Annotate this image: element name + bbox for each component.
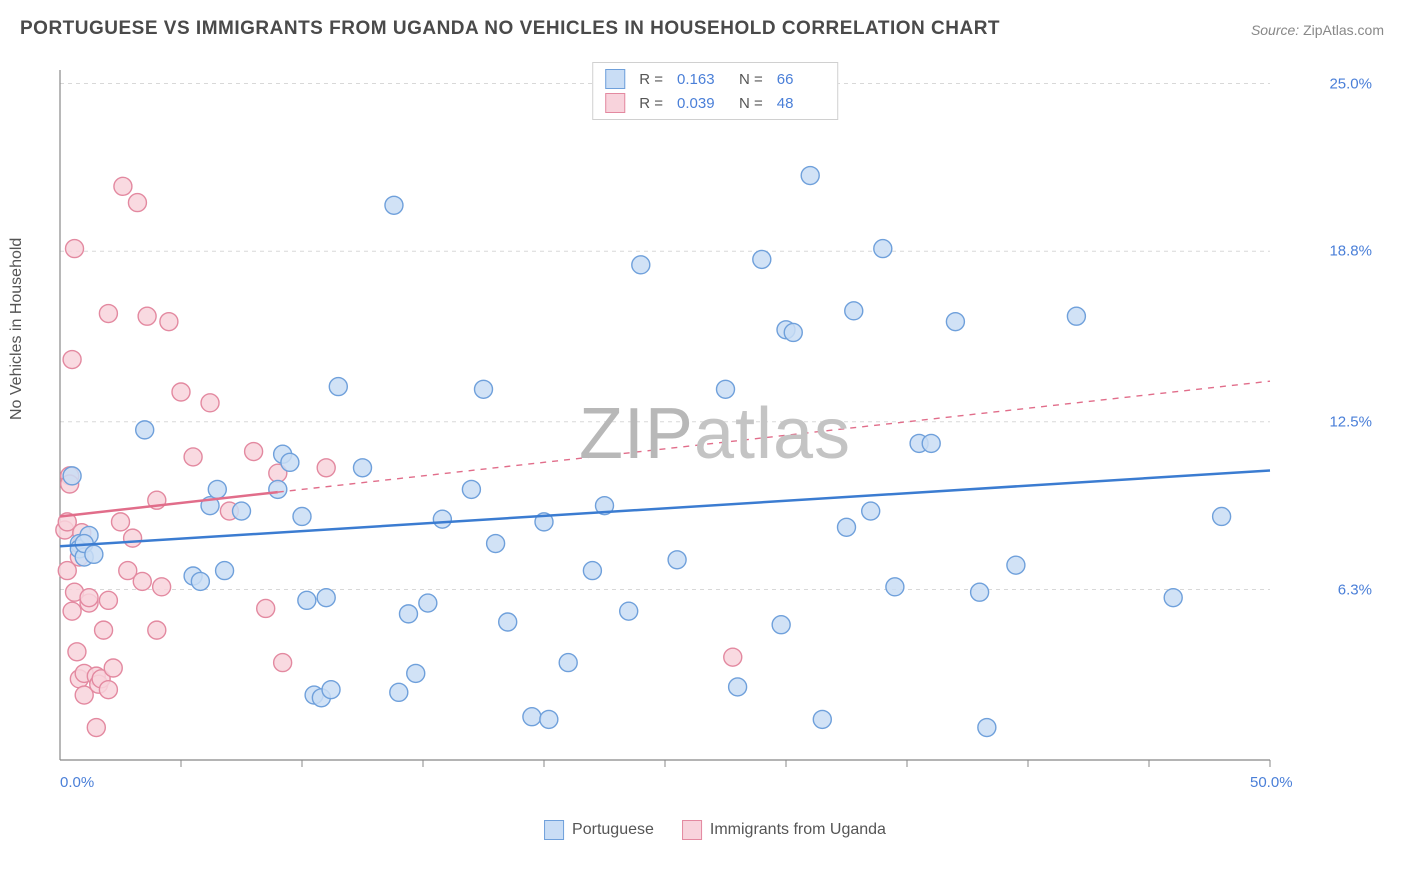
y-tick-label: 25.0% [1329,75,1372,92]
source-attribution: Source: ZipAtlas.com [1251,22,1384,38]
legend-swatch-0 [605,69,625,89]
legend-item-0: Portuguese [544,820,654,840]
x-tick-label: 0.0% [60,774,94,791]
legend-bottom-swatch-1 [682,820,702,840]
legend-n-label-1: N = [739,95,763,112]
legend-bottom-label-1: Immigrants from Uganda [710,821,886,839]
legend-n-value-0: 66 [777,71,825,88]
legend-r-value-0: 0.163 [677,71,725,88]
legend-item-1: Immigrants from Uganda [682,820,886,840]
y-tick-label: 18.8% [1329,243,1372,260]
legend-r-label-0: R = [639,71,663,88]
x-tick-label: 50.0% [1250,774,1293,791]
legend-series: Portuguese Immigrants from Uganda [544,820,886,840]
legend-r-label-1: R = [639,95,663,112]
source-label: Source: [1251,22,1299,38]
y-tick-label: 6.3% [1338,581,1372,598]
scatter-plot [50,60,1340,800]
legend-r-value-1: 0.039 [677,95,725,112]
chart-area: ZIPatlas R = 0.163 N = 66 R = 0.039 N = … [50,60,1380,840]
y-axis-label: No Vehicles in Household [8,238,26,420]
legend-bottom-label-0: Portuguese [572,821,654,839]
legend-stats-row-1: R = 0.039 N = 48 [605,91,825,115]
legend-swatch-1 [605,93,625,113]
chart-title: PORTUGUESE VS IMMIGRANTS FROM UGANDA NO … [20,18,1000,40]
legend-stats: R = 0.163 N = 66 R = 0.039 N = 48 [592,62,838,120]
legend-n-value-1: 48 [777,95,825,112]
y-tick-label: 12.5% [1329,413,1372,430]
source-name: ZipAtlas.com [1303,22,1384,38]
legend-n-label-0: N = [739,71,763,88]
legend-bottom-swatch-0 [544,820,564,840]
legend-stats-row-0: R = 0.163 N = 66 [605,67,825,91]
